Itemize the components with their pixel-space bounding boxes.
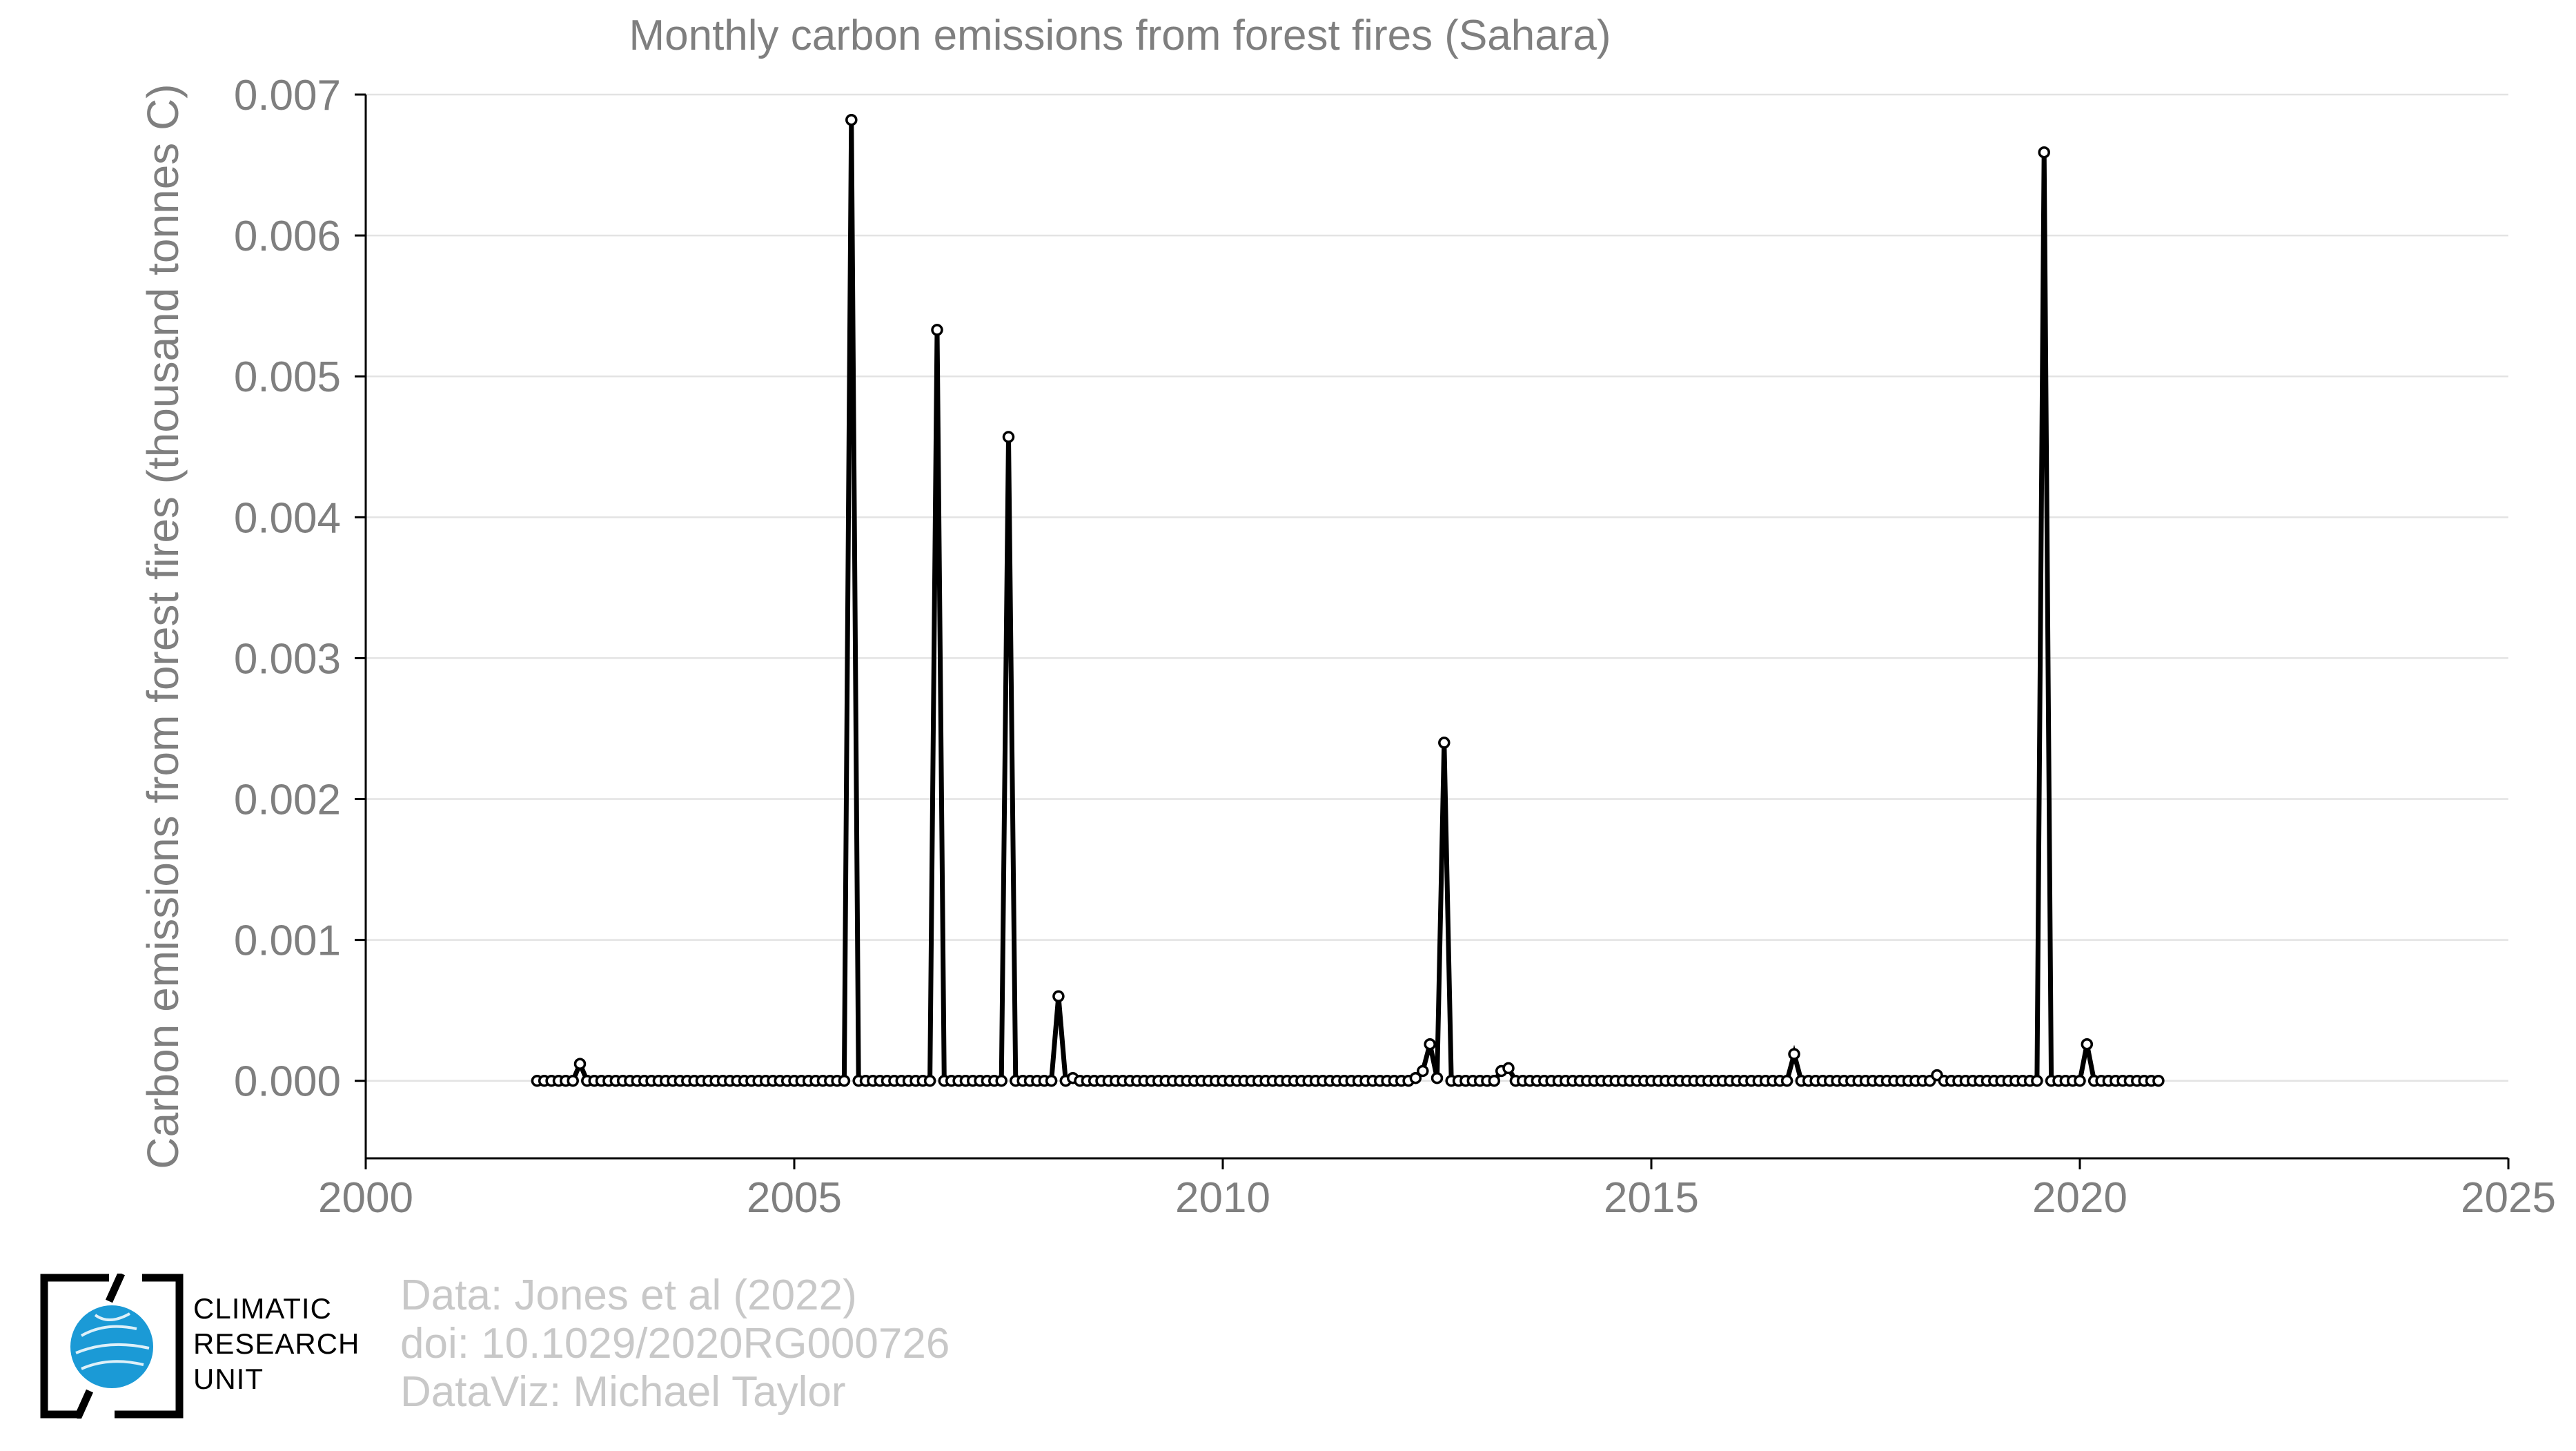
- data-point: [2081, 1038, 2094, 1051]
- data-point: [567, 1074, 579, 1087]
- data-point: [995, 1074, 1007, 1087]
- data-point: [1045, 1074, 1058, 1087]
- y-tick-label: 0.002: [234, 777, 341, 824]
- logo-line-1: CLIMATIC: [193, 1292, 332, 1325]
- data-point: [2152, 1074, 2165, 1087]
- cru-logo: CLIMATIC RESEARCH UNIT: [40, 1272, 371, 1421]
- x-tick-label: 2015: [1604, 1174, 1699, 1222]
- series-line: [537, 119, 2159, 1084]
- data-point: [1502, 1062, 1515, 1075]
- y-tick-label: 0.007: [234, 72, 341, 119]
- data-point: [2074, 1074, 2086, 1087]
- credit-doi: doi: 10.1029/2020RG000726: [400, 1320, 950, 1367]
- x-tick-label: 2005: [747, 1174, 842, 1222]
- x-tick-label: 2010: [1175, 1174, 1270, 1222]
- y-tick-label: 0.003: [234, 635, 341, 683]
- y-tick-label: 0.001: [234, 917, 341, 965]
- data-point: [2038, 146, 2050, 159]
- credit-data-source: Data: Jones et al (2022): [400, 1272, 857, 1319]
- data-point: [1488, 1074, 1501, 1087]
- grid-lines: [366, 93, 2508, 1082]
- logo-line-3: UNIT: [193, 1363, 264, 1395]
- credit-dataviz: DataViz: Michael Taylor: [400, 1368, 846, 1416]
- chart-title: Monthly carbon emissions from forest fir…: [629, 12, 1611, 59]
- y-axis: 0.000 0.001 0.002 0.003 0.004 0.005 0.006 0.007: [234, 72, 367, 1158]
- x-tick-label: 2000: [318, 1174, 413, 1222]
- data-point: [1052, 990, 1065, 1003]
- y-tick-label: 0.006: [234, 213, 341, 260]
- data-point: [1788, 1048, 1800, 1060]
- data-point: [1417, 1064, 1429, 1078]
- data-point: [1424, 1038, 1436, 1051]
- data-point: [1002, 431, 1015, 443]
- data-point: [845, 113, 858, 126]
- data-point: [1409, 1071, 1422, 1084]
- x-axis: 2000 2005 2010 2015 2020 2025: [318, 1157, 2556, 1222]
- y-tick-label: 0.005: [234, 353, 341, 401]
- data-point: [1438, 737, 1451, 749]
- data-point: [1780, 1074, 1793, 1087]
- series-emissions: [531, 113, 2165, 1087]
- credits: Data: Jones et al (2022) doi: 10.1029/20…: [400, 1272, 950, 1416]
- y-axis-label: Carbon emissions from forest fires (thou…: [138, 84, 188, 1169]
- data-point: [838, 1074, 851, 1087]
- globe-icon: [70, 1305, 153, 1388]
- x-tick-label: 2020: [2032, 1174, 2127, 1222]
- data-point: [2031, 1074, 2043, 1087]
- cru-logo-mark: [40, 1272, 184, 1421]
- data-point: [923, 1074, 936, 1087]
- data-point: [931, 324, 943, 336]
- x-tick-label: 2025: [2461, 1174, 2556, 1222]
- y-tick-label: 0.004: [234, 494, 341, 542]
- logo-line-2: RESEARCH: [193, 1327, 360, 1360]
- data-point: [573, 1058, 587, 1070]
- cru-logo-text: CLIMATIC RESEARCH UNIT: [193, 1291, 360, 1396]
- y-tick-label: 0.000: [234, 1058, 341, 1106]
- data-point: [1430, 1071, 1444, 1084]
